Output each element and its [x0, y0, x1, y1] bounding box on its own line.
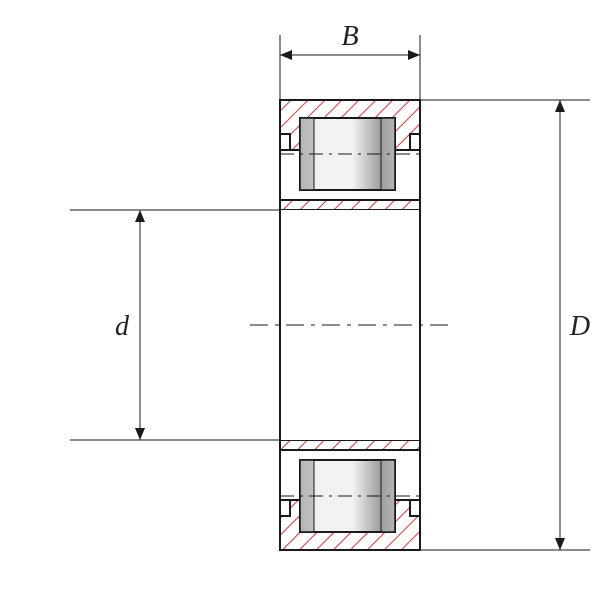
- dim-b-label: B: [341, 21, 358, 52]
- inner-ring-section: [280, 440, 420, 450]
- dim-d-label: d: [115, 311, 130, 342]
- inner-ring-section: [280, 200, 420, 210]
- dim-D-label: D: [569, 311, 590, 342]
